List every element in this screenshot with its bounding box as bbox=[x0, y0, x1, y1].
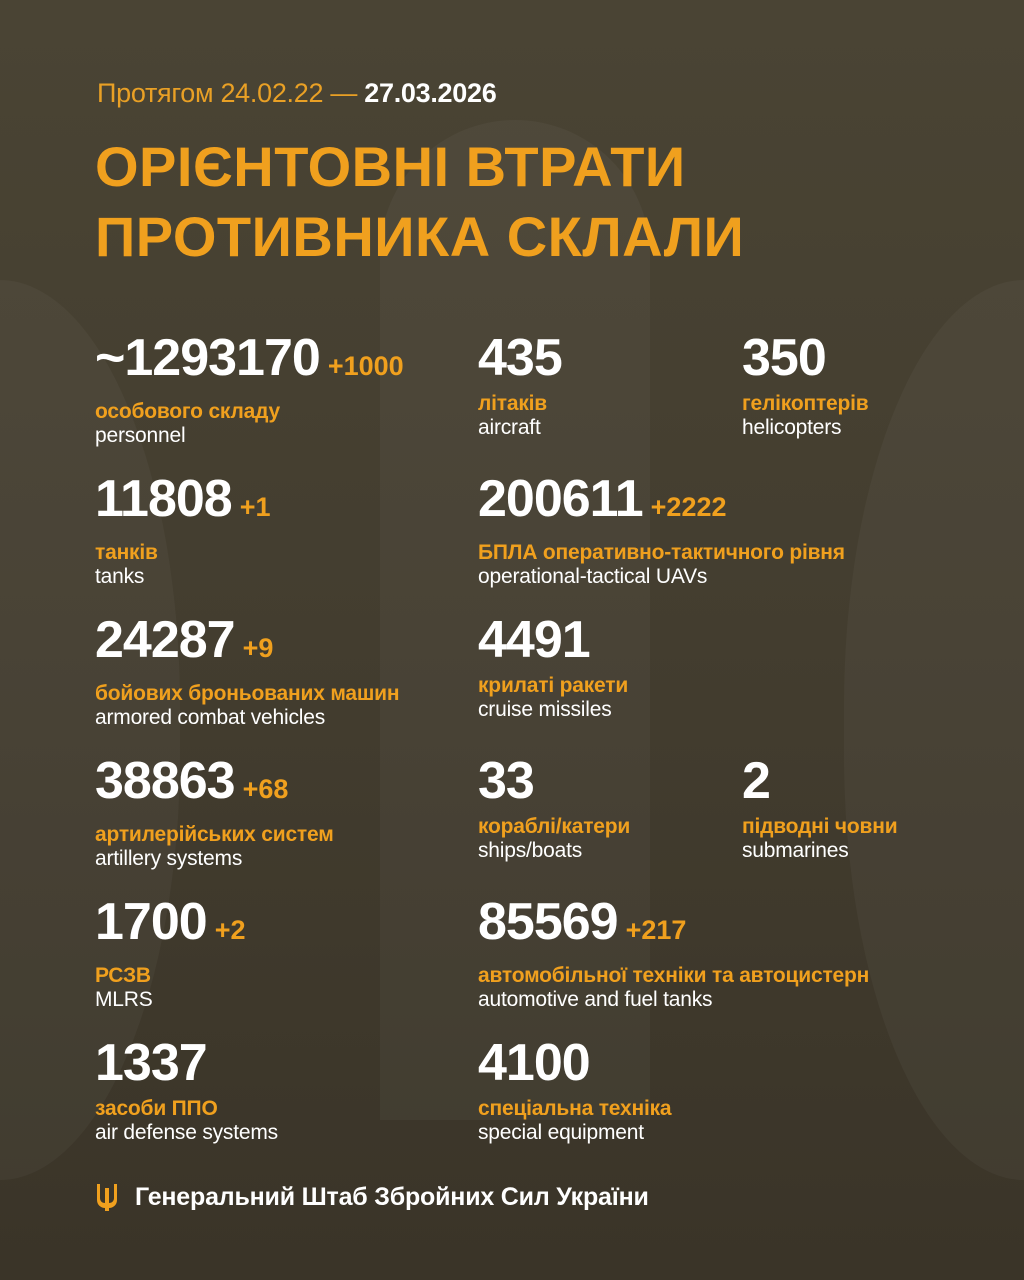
stat-operational-tactical-uavs: 200611 +2222 БПЛА оперативно-тактичного рі… bbox=[478, 471, 845, 589]
stat-tanks: 11808 +1 танків tanks bbox=[95, 471, 271, 589]
stat-label-ua: підводні човни bbox=[742, 815, 898, 838]
stat-mlrs: 1700 +2 РСЗВ MLRS bbox=[95, 894, 245, 1012]
value: 2 bbox=[742, 752, 771, 810]
period: Протягом 24.02.22 — 27.03.2026 bbox=[97, 78, 497, 109]
value: 24287 bbox=[95, 611, 236, 669]
trident-icon bbox=[97, 1184, 117, 1211]
stat-automotive-and-fuel-tanks: 85569 +217 автомобільної техніки та автоци… bbox=[478, 894, 869, 1012]
title-line: ОРІЄНТОВНІ ВТРАТИ bbox=[95, 135, 686, 198]
stat-value: 33 bbox=[478, 753, 630, 809]
stat-label-ua: РСЗВ bbox=[95, 964, 151, 987]
stat-value: 85569 +217 bbox=[478, 894, 869, 958]
stat-artillery-systems: 38863 +68 артилерійських систем artillery s… bbox=[95, 753, 334, 871]
value: 4100 bbox=[478, 1034, 591, 1092]
stat-aircraft: 435 літаків aircraft bbox=[478, 329, 563, 440]
stat-value: 11808 +1 bbox=[95, 471, 271, 535]
stat-value: 38863 +68 bbox=[95, 753, 334, 817]
stat-label-en: operational-tactical UAVs bbox=[478, 565, 708, 588]
stat-delta: +1000 bbox=[327, 351, 404, 381]
stat-value: 1337 bbox=[95, 1035, 278, 1091]
org-name: Генеральний Штаб Збройних Сил України bbox=[135, 1182, 649, 1211]
stat-label-ua: літаків bbox=[478, 392, 547, 415]
stat-label-en: artillery systems bbox=[95, 847, 243, 870]
stat-label-ua: БПЛА оперативно-тактичного рівня bbox=[478, 541, 845, 564]
stat-label-en: aircraft bbox=[478, 416, 541, 439]
stat-label-ua: гелікоптерів bbox=[742, 392, 869, 415]
stat-value: ~1293170 +1000 bbox=[95, 330, 404, 394]
value: 200611 bbox=[478, 470, 644, 528]
value: 1700 bbox=[95, 893, 208, 951]
value: 1337 bbox=[95, 1034, 208, 1092]
stat-personnel: ~1293170 +1000 особового складу personnel bbox=[95, 330, 404, 448]
stat-ships-boats: 33 кораблі/катери ships/boats bbox=[478, 753, 630, 863]
period-prefix: Протягом 24.02.22 — bbox=[97, 78, 358, 108]
value: ~1293170 bbox=[95, 329, 321, 387]
stat-delta: +2222 bbox=[650, 492, 727, 522]
stat-label-en: ships/boats bbox=[478, 839, 583, 862]
stat-label-en: cruise missiles bbox=[478, 698, 612, 721]
stat-label-en: armored combat vehicles bbox=[95, 706, 325, 729]
stat-label-ua: особового складу bbox=[95, 400, 280, 423]
value: 38863 bbox=[95, 752, 236, 810]
stat-air-defense-systems: 1337 засоби ППО air defense systems bbox=[95, 1035, 278, 1145]
stat-label-en: tanks bbox=[95, 565, 145, 588]
footer: Генеральний Штаб Збройних Сил України bbox=[95, 1182, 649, 1212]
stat-label-ua: автомобільної техніки та автоцистерн bbox=[478, 964, 870, 987]
stat-value: 200611 +2222 bbox=[478, 471, 845, 535]
value: 85569 bbox=[478, 893, 619, 951]
stat-value: 350 bbox=[742, 330, 868, 386]
stat-delta: +1 bbox=[239, 492, 271, 522]
stat-delta: +68 bbox=[242, 774, 289, 804]
stat-label-en: helicopters bbox=[742, 416, 842, 439]
stat-armored-combat-vehicles: 24287 +9 бойових броньованих машин armored … bbox=[95, 612, 400, 730]
stat-label-ua: крилаті ракети bbox=[478, 674, 629, 697]
stat-label-ua: кораблі/катери bbox=[478, 815, 631, 838]
stat-label-en: automotive and fuel tanks bbox=[478, 988, 713, 1011]
stat-submarines: 2 підводні човни submarines bbox=[742, 753, 898, 863]
stat-value: 2 bbox=[742, 753, 897, 809]
period-end: 27.03.2026 bbox=[364, 78, 497, 108]
stat-label-ua: бойових броньованих машин bbox=[95, 682, 400, 705]
stat-label-en: air defense systems bbox=[95, 1121, 278, 1144]
stat-special-equipment: 4100 спеціальна техніка special equipment bbox=[478, 1035, 672, 1145]
stat-delta: +9 bbox=[242, 633, 274, 663]
stat-label-en: MLRS bbox=[95, 988, 153, 1011]
stat-label-en: personnel bbox=[95, 424, 186, 447]
value: 435 bbox=[478, 329, 563, 387]
page-title: ОРІЄНТОВНІ ВТРАТИ ПРОТИВНИКА СКЛАЛИ bbox=[95, 132, 935, 272]
stat-value: 4491 bbox=[478, 612, 628, 668]
value: 4491 bbox=[478, 611, 591, 669]
stat-delta: +2 bbox=[214, 915, 246, 945]
value: 33 bbox=[478, 752, 535, 810]
stat-helicopters: 350 гелікоптерів helicopters bbox=[742, 330, 869, 440]
stat-label-ua: танків bbox=[95, 541, 158, 564]
stat-value: 435 bbox=[478, 329, 563, 387]
stat-value: 1700 +2 bbox=[95, 894, 245, 958]
stat-delta: +217 bbox=[625, 915, 687, 945]
stat-value: 4100 bbox=[478, 1035, 671, 1091]
stat-label-en: submarines bbox=[742, 839, 849, 862]
stat-label-ua: засоби ППО bbox=[95, 1097, 218, 1120]
value: 11808 bbox=[95, 470, 233, 528]
value: 350 bbox=[742, 329, 827, 387]
stat-label-ua: спеціальна техніка bbox=[478, 1097, 672, 1120]
stat-value: 24287 +9 bbox=[95, 612, 399, 676]
title-line: ПРОТИВНИКА СКЛАЛИ bbox=[95, 205, 745, 268]
stat-cruise-missiles: 4491 крилаті ракети cruise missiles bbox=[478, 612, 628, 722]
stat-label-ua: артилерійських систем bbox=[95, 823, 334, 846]
stat-label-en: special equipment bbox=[478, 1121, 644, 1144]
